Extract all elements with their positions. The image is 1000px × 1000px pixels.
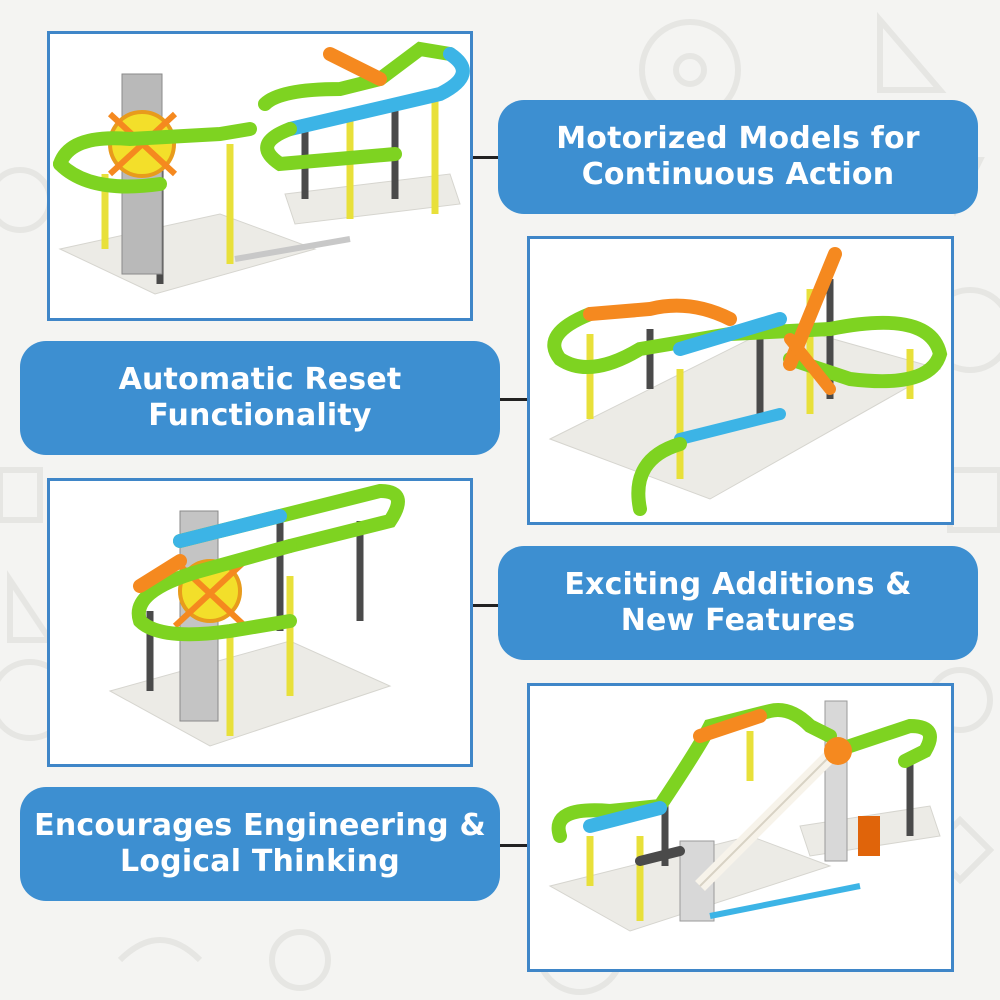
connector-line-2 — [500, 398, 528, 401]
feature-label-line: Encourages Engineering & — [34, 808, 486, 843]
coaster-model-illustration — [53, 41, 470, 295]
figure-eight-coaster-image — [527, 236, 954, 525]
feature-label-line: Exciting Additions & — [564, 567, 912, 602]
feature-label-automatic-reset: Automatic Reset Functionality — [20, 341, 500, 455]
feature-label-line: Continuous Action — [581, 157, 895, 192]
coaster-model-illustration — [108, 483, 405, 747]
feature-label-line: Automatic Reset — [118, 362, 402, 397]
feature-label-motorized-models: Motorized Models for Continuous Action — [498, 100, 978, 214]
feature-label-line: Functionality — [148, 398, 372, 433]
feature-label-line: Logical Thinking — [120, 844, 400, 879]
loop-coaster-image — [47, 478, 473, 767]
feature-label-exciting-additions: Exciting Additions & New Features — [498, 546, 978, 660]
connector-line-1 — [472, 156, 500, 159]
feature-label-engineering-thinking: Encourages Engineering & Logical Thinkin… — [20, 787, 500, 901]
coaster-model-illustration — [548, 700, 941, 932]
connector-line-3 — [472, 604, 500, 607]
connector-line-4 — [500, 844, 528, 847]
feature-label-line: Motorized Models for — [556, 121, 920, 156]
lift-coaster-image — [527, 683, 954, 972]
feature-label-line: New Features — [620, 603, 856, 638]
motorized-coaster-image — [47, 31, 473, 321]
coaster-model-illustration — [547, 247, 948, 516]
